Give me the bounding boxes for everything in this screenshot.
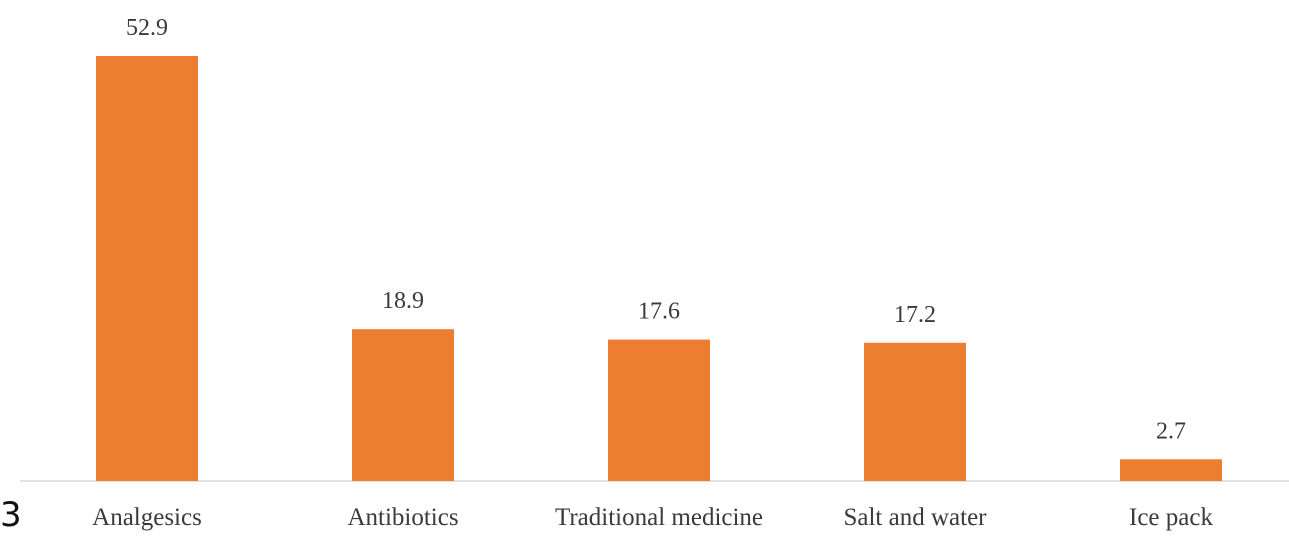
bar-analgesics xyxy=(96,56,198,481)
x-tick-label: Traditional medicine xyxy=(555,504,763,531)
x-tick-label: Ice pack xyxy=(1129,504,1213,531)
bar-salt-and-water xyxy=(864,342,966,481)
data-label: 17.6 xyxy=(638,299,680,325)
data-labels: 52.9 18.9 17.6 17.2 2.7 xyxy=(126,15,1186,444)
x-tick-label: Salt and water xyxy=(843,504,987,531)
data-label: 2.7 xyxy=(1156,418,1186,444)
x-tick-label: Antibiotics xyxy=(347,504,458,531)
bar-antibiotics xyxy=(352,329,454,481)
data-label: 18.9 xyxy=(382,288,424,314)
bar-traditional-medicine xyxy=(608,339,710,481)
x-tick-label: Analgesics xyxy=(92,504,202,531)
corner-panel-label: 3 xyxy=(0,495,22,535)
data-label: 52.9 xyxy=(126,15,168,41)
x-axis-tick-labels: Analgesics Antibiotics Traditional medicin… xyxy=(92,504,1213,531)
bar-ice-pack xyxy=(1120,459,1222,481)
bar-series xyxy=(96,56,1222,481)
data-label: 17.2 xyxy=(894,302,936,328)
